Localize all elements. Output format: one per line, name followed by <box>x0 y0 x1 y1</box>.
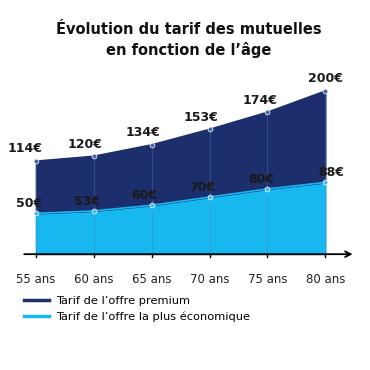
Text: 120€: 120€ <box>68 138 102 151</box>
Text: 70€: 70€ <box>189 181 216 194</box>
Text: 53€: 53€ <box>74 195 100 208</box>
Text: 153€: 153€ <box>184 111 218 124</box>
Text: 80€: 80€ <box>249 173 275 186</box>
Text: 60€: 60€ <box>132 189 158 202</box>
Text: 50€: 50€ <box>16 197 42 210</box>
Text: 114€: 114€ <box>8 142 43 155</box>
Text: 174€: 174€ <box>243 94 278 107</box>
Text: 88€: 88€ <box>318 166 344 179</box>
Text: 134€: 134€ <box>125 126 161 139</box>
Legend: Tarif de l’offre premium, Tarif de l’offre la plus économique: Tarif de l’offre premium, Tarif de l’off… <box>24 296 250 322</box>
Title: Évolution du tarif des mutuelles
en fonction de l’âge: Évolution du tarif des mutuelles en fonc… <box>56 22 322 58</box>
Text: 200€: 200€ <box>308 73 343 85</box>
